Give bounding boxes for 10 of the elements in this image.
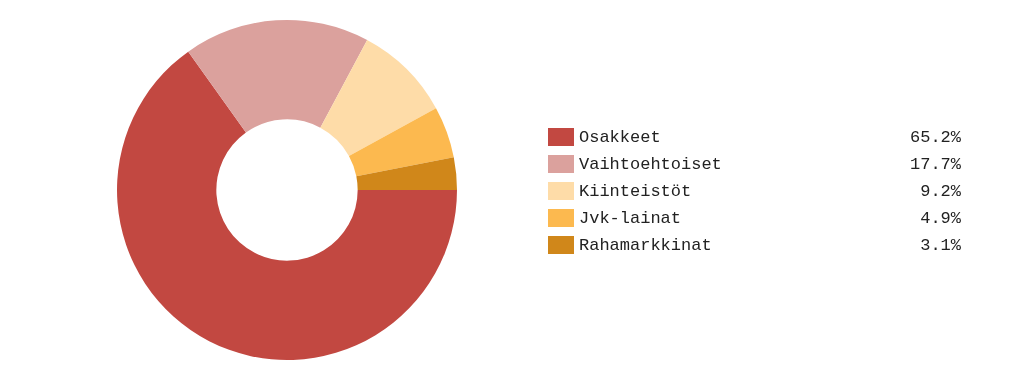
legend-label: Rahamarkkinat [579,235,712,255]
legend-label: Vaihtoehtoiset [579,154,722,174]
data-label: 65.2% [909,127,962,147]
legend-label: Kiinteistöt [579,181,692,201]
legend-label: Jvk-lainat [579,208,682,228]
data-label: 4.9% [920,208,962,228]
data-label: 17.7% [909,154,962,174]
data-label: 3.1% [920,235,962,255]
data-label: 9.2% [920,181,962,201]
legend-label: Osakkeet [579,127,661,147]
